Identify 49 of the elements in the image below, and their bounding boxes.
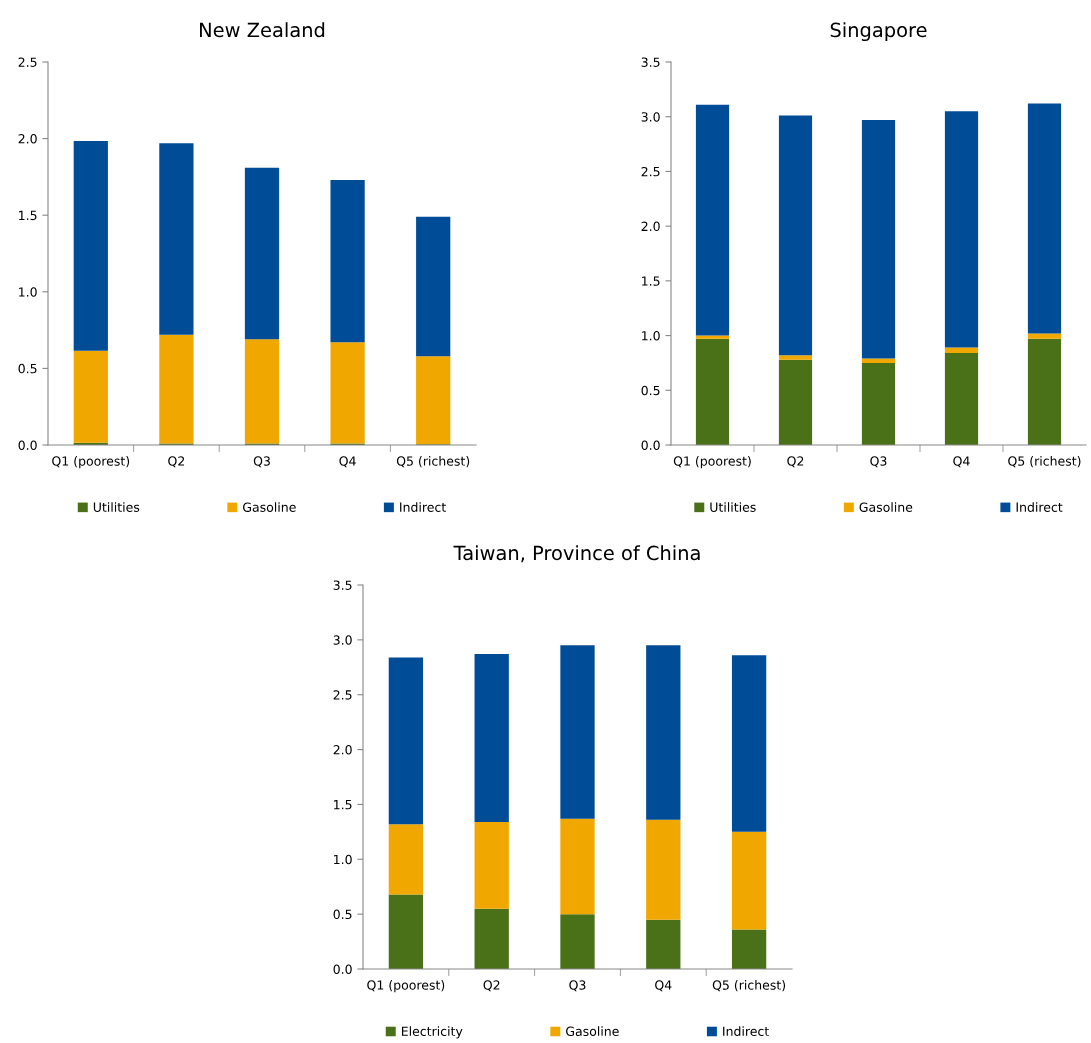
legend-label: Indirect <box>400 502 446 512</box>
legend-label: Gasoline <box>859 502 913 512</box>
y-tick-label: 3.0 <box>333 635 352 645</box>
x-tick-label: Q3 <box>569 980 586 992</box>
y-tick-label: 0.0 <box>333 964 352 974</box>
x-tick-label: Q4 <box>655 980 672 992</box>
y-tick-label: 2.0 <box>18 134 37 144</box>
legend-label: Indirect <box>1016 502 1063 512</box>
x-tick-label: Q2 <box>787 456 804 468</box>
chart-title: New Zealand <box>200 22 325 38</box>
legend-label: Utilities <box>93 502 140 512</box>
y-tick-label: 1.5 <box>334 800 352 810</box>
x-tick-label: Q3 <box>253 456 270 468</box>
y-tick-label: 1.0 <box>334 854 352 865</box>
y-tick-label: 0.0 <box>18 440 37 450</box>
y-tick-label: 2.0 <box>333 745 352 755</box>
legend-label: Gasoline <box>566 1026 619 1037</box>
x-tick-label: Q4 <box>953 456 970 468</box>
y-tick-label: 1.5 <box>642 276 660 286</box>
y-tick-label: 1.5 <box>19 210 37 221</box>
y-tick-label: 0.5 <box>18 363 37 374</box>
legend-label: Electricity <box>401 1026 463 1039</box>
x-tick-label: Q1 (poorest) <box>673 456 751 469</box>
chart-title: Singapore <box>830 22 927 42</box>
y-tick-label: 3.5 <box>641 57 660 67</box>
y-tick-label: 1.0 <box>19 287 37 297</box>
x-tick-label: Q1 (poorest) <box>52 456 130 469</box>
y-tick-label: 2.5 <box>18 57 37 67</box>
legend-label: Gasoline <box>243 502 296 512</box>
y-tick-label: 0.5 <box>641 385 660 396</box>
chart-title: Taiwan, Province of China <box>453 545 700 563</box>
y-tick-label: 3.0 <box>641 112 660 122</box>
x-tick-label: Q1 (poorest) <box>367 980 445 993</box>
x-tick-label: Q2 <box>168 456 185 468</box>
y-tick-label: 2.5 <box>641 166 660 177</box>
y-tick-label: 0.0 <box>641 440 660 450</box>
y-tick-label: 2.5 <box>333 690 352 700</box>
legend-label: Indirect <box>723 1026 769 1037</box>
y-tick-label: 1.0 <box>642 331 660 341</box>
x-tick-label: Q5 (richest) <box>1008 456 1081 468</box>
y-tick-label: 0.5 <box>333 909 352 920</box>
legend-label: Utilities <box>710 502 756 512</box>
x-tick-label: Q4 <box>339 456 356 468</box>
x-tick-label: Q2 <box>483 980 500 992</box>
x-tick-label: Q5 (richest) <box>396 456 470 468</box>
x-tick-label: Q5 (richest) <box>712 980 786 992</box>
y-tick-label: 2.0 <box>641 221 660 232</box>
x-tick-label: Q3 <box>870 456 887 468</box>
y-tick-label: 3.5 <box>333 580 352 590</box>
